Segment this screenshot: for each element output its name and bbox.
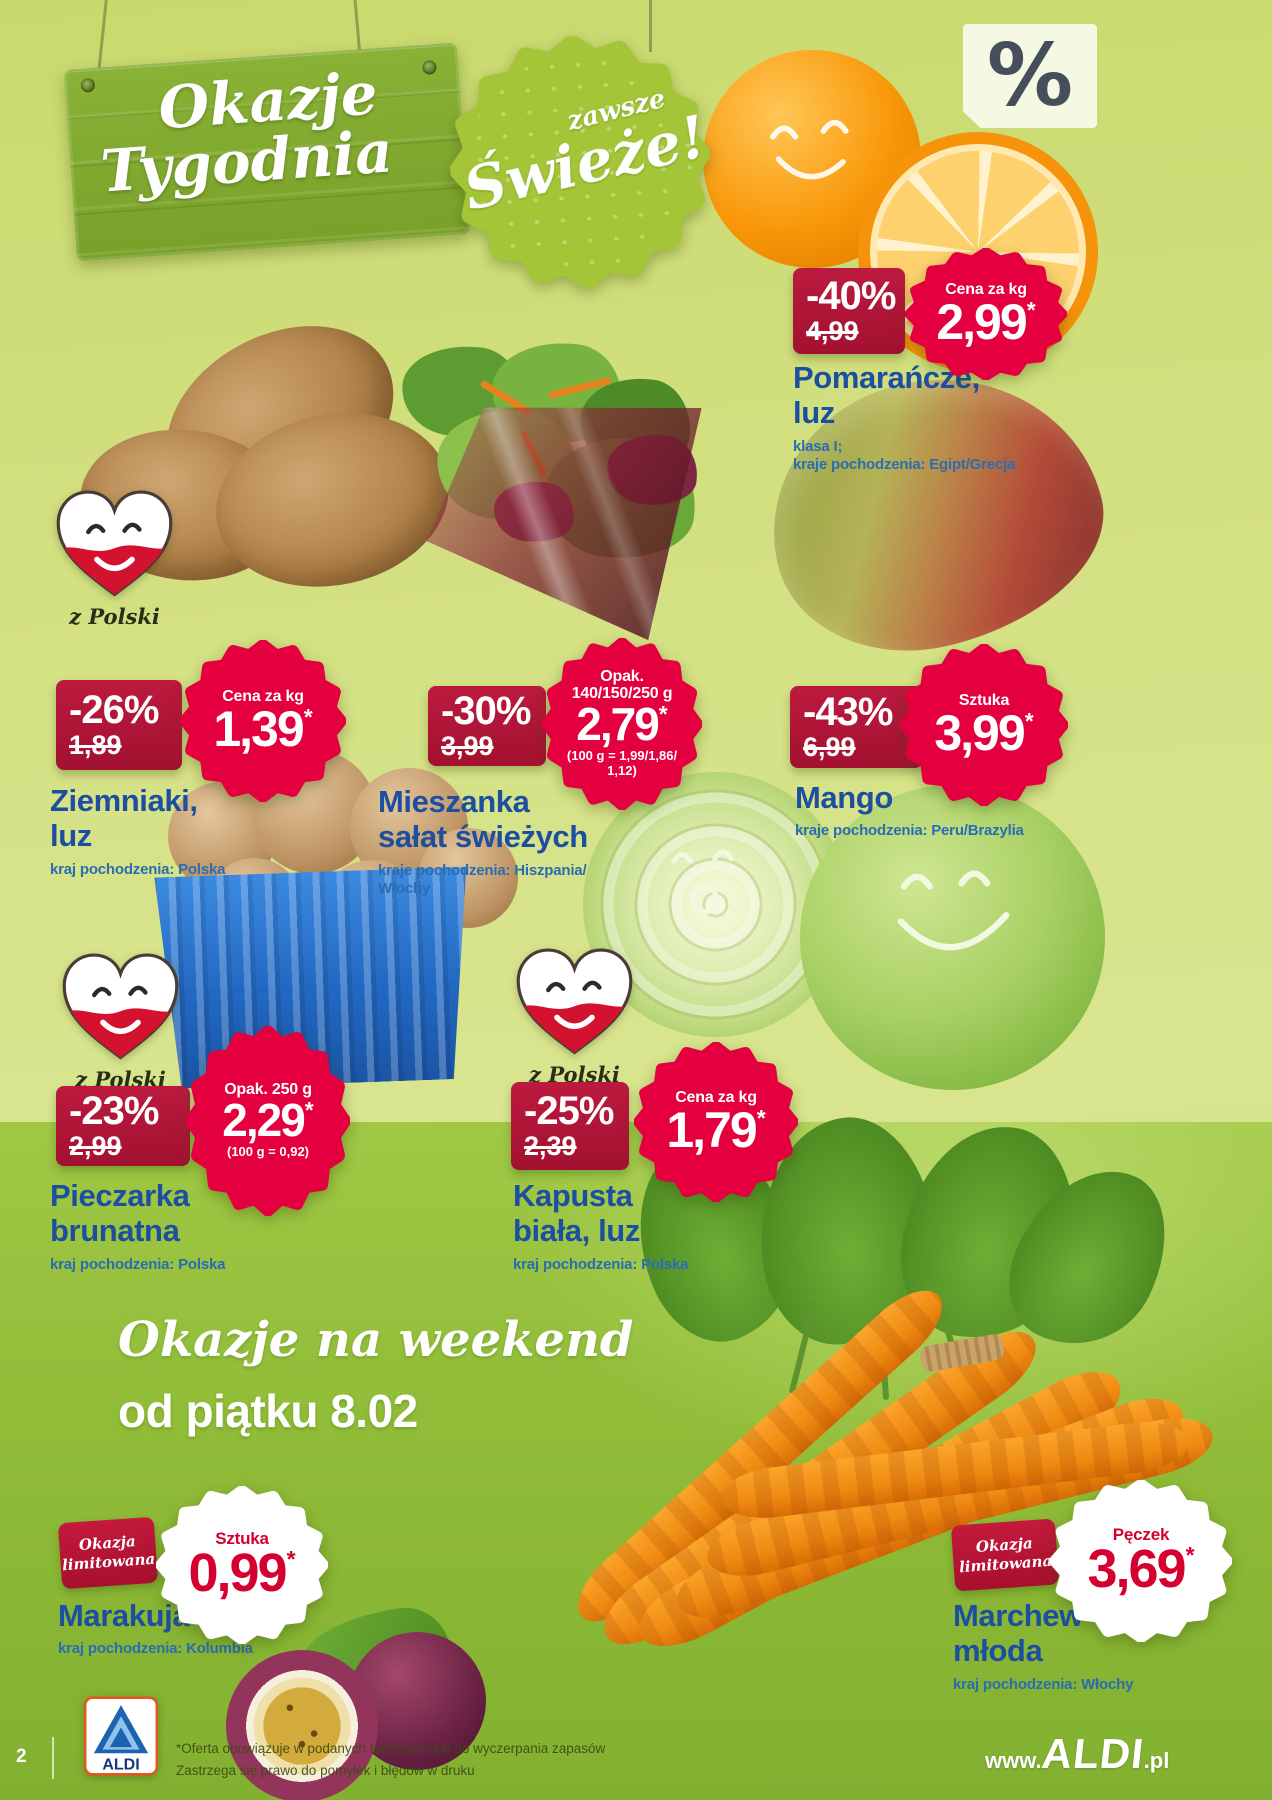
product-origin-marakuja: kraj pochodzenia: Kolumbia: [58, 1640, 253, 1658]
footer-divider: [52, 1737, 54, 1779]
price-seal-marakuja: Sztuka 0,99 *: [156, 1486, 328, 1644]
limited-offer-badge-marchew: Okazja limitowana: [950, 1518, 1060, 1592]
passionfruit-photo: [226, 1650, 378, 1800]
percent-corner-icon: %: [963, 24, 1097, 128]
origin-heart-potatoes: z Polski: [52, 482, 177, 629]
footer-disclaimer: *Oferta obowiązuje w podanych terminach …: [176, 1741, 606, 1778]
discount-badge-potatoes: -26% 1,89: [56, 680, 182, 770]
product-origin-salad: kraje pochodzenia: Hiszpania/ Włochy: [378, 861, 587, 898]
weekly-deals-sign: Okazje Tygodnia: [63, 42, 471, 262]
weekend-title-date: od piątku 8.02: [118, 1385, 418, 1437]
product-title-mango: Mango kraje pochodzenia: Peru/Brazylia: [795, 780, 1065, 841]
price-seal-salad: Opak. 140/150/250 g 2,79 * (100 g = 1,99/…: [542, 638, 702, 810]
discount-badge-salad: -30% 3,99: [428, 686, 546, 766]
product-title-oranges: Pomarańcze, luz klasa I; kraje pochodzen…: [793, 360, 1063, 475]
hanging-string-left: [96, 0, 109, 76]
product-title-marakuja: Marakuja kraj pochodzenia: Kolumbia: [58, 1598, 328, 1659]
percent-glyph: %: [986, 26, 1074, 126]
price-seal-cabbage: Cena za kg 1,79 *: [634, 1042, 798, 1202]
fresh-badge: zawsze Świeże!: [442, 27, 719, 297]
hanging-string-badge: [649, 0, 652, 52]
cabbage-doodle-face: [671, 849, 734, 914]
product-title-cabbage: Kapusta biała, luz kraj pochodzenia: Pol…: [513, 1178, 783, 1274]
poland-heart-icon: [52, 482, 177, 601]
product-title-salad: Mieszanka sałat świeżych kraje pochodzen…: [378, 784, 618, 899]
website-url: www. ALDI .pl: [985, 1730, 1170, 1777]
page-number: 2: [16, 1746, 27, 1767]
product-title-potatoes: Ziemniaki, luz kraj pochodzenia: Polska: [50, 783, 320, 879]
origin-heart-cabbage: z Polski: [512, 940, 637, 1087]
product-title-marchew: Marchew młoda kraj pochodzenia: Włochy: [953, 1598, 1223, 1694]
discount-badge-cabbage: -25% 2,39: [511, 1082, 629, 1170]
price-seal-mango: Sztuka 3,99 *: [900, 644, 1068, 806]
weekend-title-script: Okazje na weekend: [118, 1312, 634, 1368]
product-origin-potatoes: kraj pochodzenia: Polska: [50, 860, 226, 878]
product-title-mushrooms: Pieczarka brunatna kraj pochodzenia: Pol…: [50, 1178, 320, 1274]
salad-photo: [365, 331, 716, 663]
cabbage-photo: [800, 785, 1105, 1090]
product-origin-cabbage: kraj pochodzenia: Polska: [513, 1255, 689, 1273]
product-origin-marchew: kraj pochodzenia: Włochy: [953, 1675, 1134, 1693]
price-seal-potatoes: Cena za kg 1,39 *: [180, 640, 346, 802]
discount-badge-mushrooms: -23% 2,99: [56, 1086, 190, 1166]
origin-heart-mushrooms: z Polski: [58, 945, 183, 1092]
orange-doodle-face: [770, 119, 849, 180]
price-seal-mushrooms: Opak. 250 g 2,29 * (100 g = 0,92): [186, 1026, 350, 1216]
price-seal-marchew: Pęczek 3,69 *: [1050, 1480, 1232, 1642]
product-origin-mushrooms: kraj pochodzenia: Polska: [50, 1255, 226, 1273]
aldi-logo: ALDI: [84, 1696, 158, 1776]
product-origin-mango: kraje pochodzenia: Peru/Brazylia: [795, 822, 1024, 840]
cabbage-doodle-face: [897, 870, 1010, 951]
poland-heart-icon: [512, 940, 637, 1059]
aldi-logo-text: ALDI: [102, 1755, 139, 1773]
price-seal-oranges: Cena za kg 2,99 *: [905, 248, 1067, 380]
limited-offer-badge-marakuja: Okazja limitowana: [57, 1516, 159, 1590]
discount-badge-oranges: -40% 4,99: [793, 268, 905, 354]
product-details-oranges: klasa I; kraje pochodzenia: Egipt/Grecja: [793, 437, 1016, 474]
poland-heart-icon: [58, 945, 183, 1064]
